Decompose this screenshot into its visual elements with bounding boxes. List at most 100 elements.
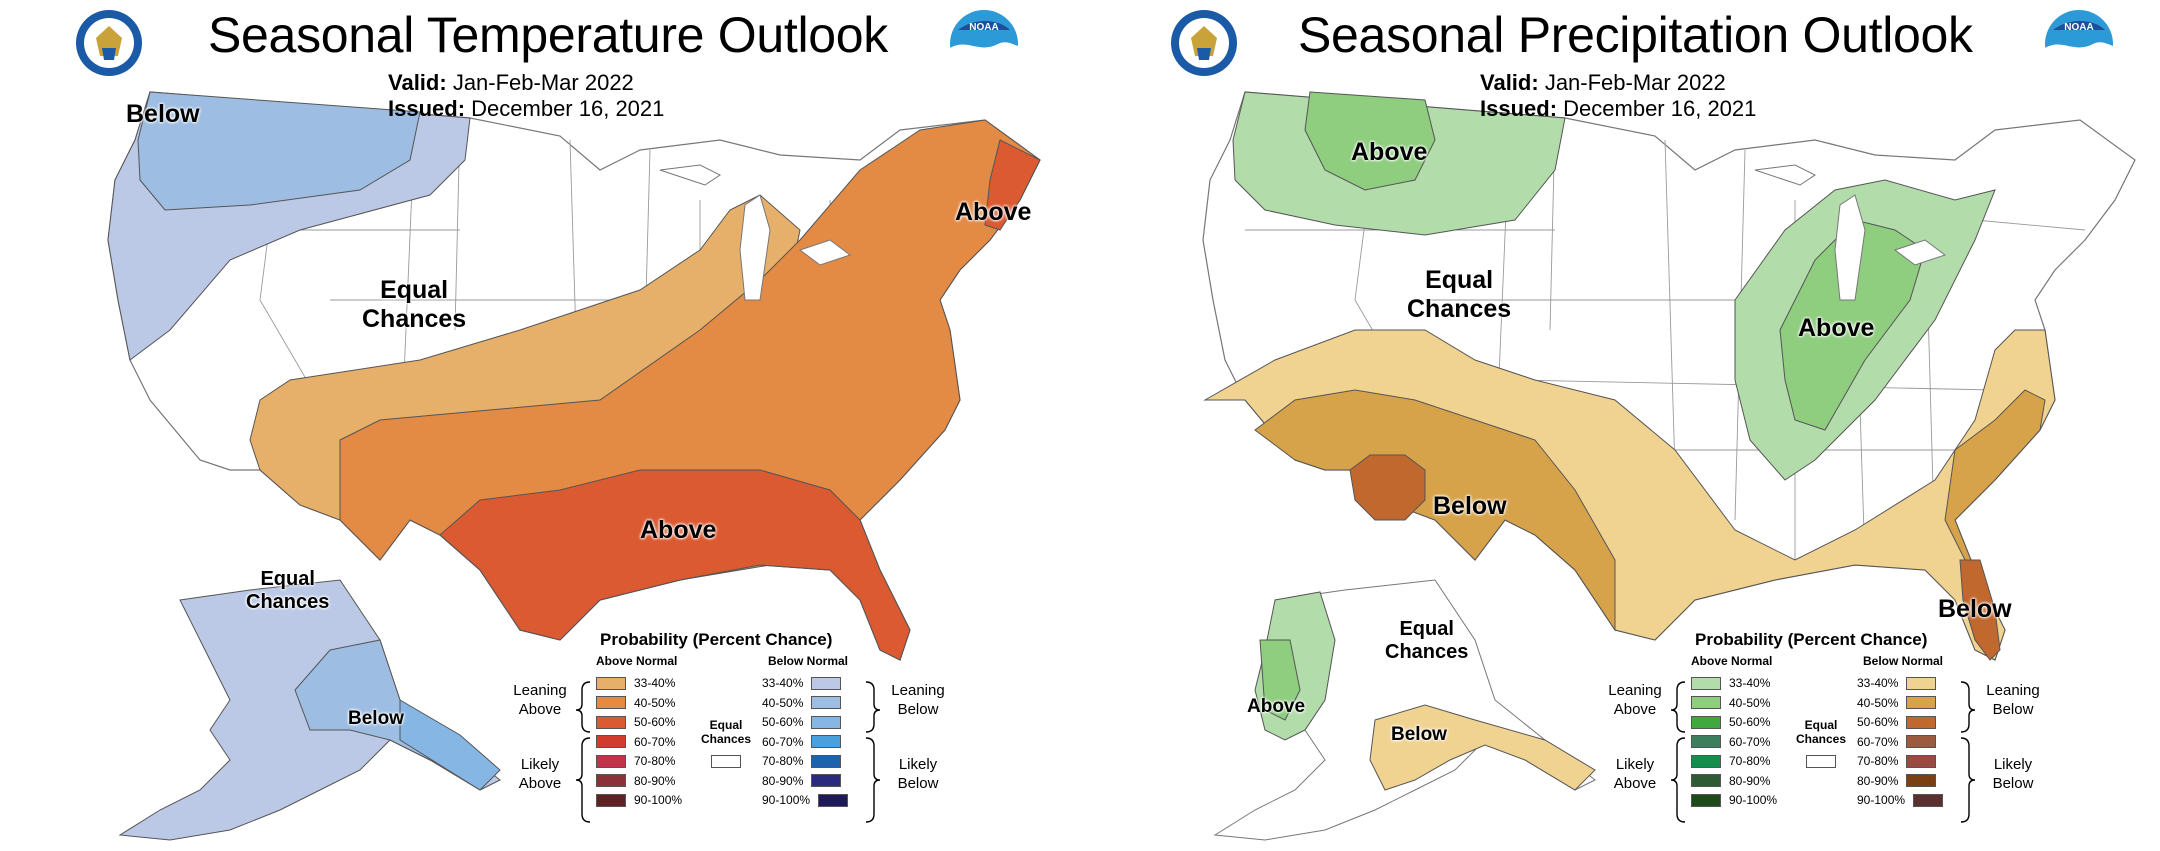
legend-range-label: 40-50% [1857, 695, 1899, 710]
legend-range-label: 80-90% [762, 773, 804, 788]
legend-swatch-below [811, 774, 842, 787]
legend-range-label: 60-70% [1857, 734, 1899, 749]
legend-swatch-above [1691, 774, 1721, 787]
label-alaska-below: Below [1391, 724, 1447, 745]
legend-range-label: 50-60% [634, 715, 676, 729]
legend-row-below: 70-80% [762, 752, 849, 770]
legend-row-above: 33-40% [1691, 674, 1770, 692]
legend-range-label: 90-100% [1857, 793, 1906, 807]
legend-row-above: 60-70% [596, 733, 675, 751]
legend-range-label: 80-90% [1857, 773, 1899, 788]
valid-label: Valid: [1480, 70, 1539, 95]
legend-swatch-below [1906, 735, 1937, 748]
leaning-above-label: Leaning Above [1608, 682, 1662, 718]
valid-label: Valid: [388, 70, 447, 95]
legend-swatch-below [818, 793, 849, 807]
legend-swatch-below [1906, 696, 1937, 709]
label-alaska-above: Above [1247, 696, 1306, 717]
great-lakes [659, 164, 852, 301]
legend-swatch-below [811, 715, 842, 729]
noaa-logo-icon: NOAA [2045, 10, 2114, 80]
below-normal-header: Below Normal [768, 654, 849, 668]
precipitation-outlook-map [1202, 91, 2136, 841]
commerce-seal-icon [76, 10, 142, 76]
legend-title: Probability (Percent Chance) [600, 630, 833, 649]
legend-row-above: 60-70% [1691, 733, 1770, 751]
temp-above-50-south [439, 469, 911, 661]
legend-swatch-above [1691, 735, 1721, 748]
legend-range-label: 40-50% [762, 695, 804, 710]
precip-fl-below-50 [1959, 559, 2001, 661]
above-normal-header: Above Normal [596, 654, 678, 668]
label-alaska-equal-chances: Equal Chances [1385, 618, 1469, 663]
issued-value: December 16, 2021 [1563, 96, 1757, 121]
legend-swatch-above [596, 715, 626, 729]
legend-range-label: 40-50% [634, 695, 676, 710]
noaa-logo-icon: NOAA [950, 10, 1019, 80]
likely-above-label: Likely Above [518, 756, 562, 792]
legend-range-label: 33-40% [1729, 676, 1771, 690]
label-fl-below: Below [1938, 595, 2012, 623]
leaning-below-label: Leaning Below [1986, 682, 2040, 718]
legend-row-below: 70-80% [1857, 752, 1944, 770]
label-nw-below: Below [126, 100, 200, 128]
legend-row-below: 90-100% [1857, 791, 1951, 809]
legend-row-below: 80-90% [1857, 772, 1944, 790]
legend-row-below: 40-50% [762, 694, 849, 712]
legend-swatch-above [596, 774, 626, 787]
label-equal-chances: Equal Chances [362, 276, 467, 333]
legend-row-above: 80-90% [596, 772, 675, 790]
legend-range-label: 33-40% [1857, 676, 1899, 690]
equal-chances-swatch [1806, 755, 1836, 768]
label-nw-above: Above [1351, 138, 1428, 166]
legend-row-below: 60-70% [1857, 733, 1944, 751]
temp-nw-below-40 [137, 91, 421, 211]
equal-chances-label: Equal Chances [700, 718, 752, 747]
legend-swatch-below [1906, 715, 1937, 729]
legend-row-above: 40-50% [596, 694, 675, 712]
great-lakes [1754, 164, 1947, 301]
legend-row-below: 40-50% [1857, 694, 1944, 712]
alaska-south-below [1369, 704, 1596, 791]
legend-row-below: 33-40% [1857, 674, 1944, 692]
temperature-outlook-map [107, 91, 1041, 841]
valid-line: Valid: Jan-Feb-Mar 2022 [388, 70, 634, 96]
legend-row-below: 50-60% [762, 713, 849, 731]
legend-range-label: 60-70% [762, 734, 804, 749]
label-equal-chances: Equal Chances [1407, 266, 1512, 323]
legend-range-label: 80-90% [1729, 773, 1771, 788]
commerce-seal-icon [1171, 10, 1237, 76]
probability-legend: Probability (Percent Chance) Above Norma… [500, 630, 1060, 830]
precip-se-below-40 [1944, 389, 2046, 571]
legend-row-above: 80-90% [1691, 772, 1770, 790]
issued-value: December 16, 2021 [471, 96, 665, 121]
legend-brackets [575, 681, 881, 823]
issued-line: Issued: December 16, 2021 [1480, 96, 1756, 122]
svg-text:NOAA: NOAA [2064, 22, 2093, 33]
legend-swatch-below [1906, 774, 1937, 787]
label-alaska-below: Below [348, 708, 404, 729]
probability-legend: Probability (Percent Chance) Above Norma… [1595, 630, 2155, 830]
legend-swatch-above [596, 696, 626, 709]
label-sw-below: Below [1433, 492, 1507, 520]
legend-row-below: 90-100% [762, 791, 856, 809]
legend-swatch-below [1913, 793, 1944, 807]
page-title: Seasonal Precipitation Outlook [1298, 7, 1973, 63]
legend-range-label: 60-70% [634, 734, 676, 749]
legend-range-label: 50-60% [1729, 715, 1771, 729]
legend-swatch-above [596, 735, 626, 748]
legend-range-label: 40-50% [1729, 695, 1771, 710]
legend-swatch-above [596, 754, 626, 768]
legend-swatch-below [1906, 754, 1937, 768]
precip-nw-above-40 [1304, 91, 1436, 191]
valid-value: Jan-Feb-Mar 2022 [1544, 70, 1726, 95]
below-normal-header: Below Normal [1863, 654, 1944, 668]
legend-brackets [1670, 681, 1976, 823]
alaska-panhandle [399, 699, 501, 791]
legend-row-below: 80-90% [762, 772, 849, 790]
legend-row-above: 50-60% [1691, 713, 1770, 731]
legend-row-above: 90-100% [1691, 791, 1777, 809]
precip-sw-below-50 [1349, 454, 1426, 521]
legend-swatch-above [596, 793, 626, 807]
